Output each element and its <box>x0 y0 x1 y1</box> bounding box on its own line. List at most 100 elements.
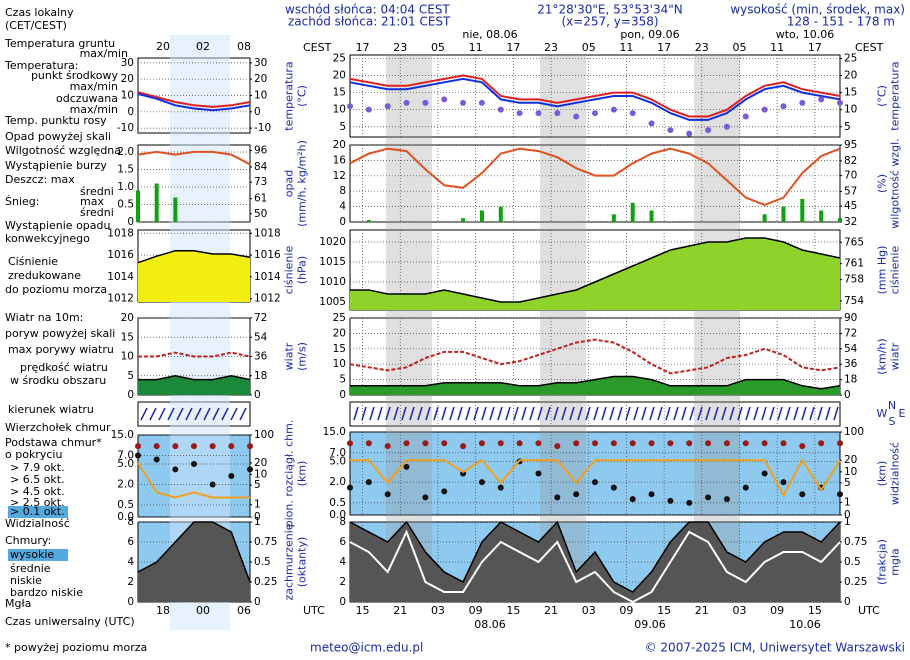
legend-label: Opad powyżej skali <box>5 130 111 143</box>
dot <box>780 479 787 486</box>
dot <box>799 443 806 450</box>
legend-label: > 7.9 okt. <box>10 461 65 474</box>
tick-label: 72 <box>844 327 857 339</box>
bottom-day: 09.06 <box>634 618 666 631</box>
dot <box>799 99 806 106</box>
dot <box>478 99 485 106</box>
dot <box>837 99 843 106</box>
legend-label: średni <box>80 185 114 198</box>
tick-label: 7.0 <box>117 450 134 462</box>
bar <box>838 218 842 222</box>
legend-label: do poziomu morza <box>5 283 107 296</box>
tick-label: 25 <box>844 52 857 64</box>
tick-label: 16 <box>333 154 347 166</box>
series-line <box>349 74 841 118</box>
wind-arrow <box>212 407 220 421</box>
legend-label: > 2.5 okt. <box>10 496 65 509</box>
tick-label: 10 <box>844 466 857 478</box>
series-line <box>350 458 841 498</box>
legend-label: max/min <box>80 47 128 60</box>
compass: W <box>877 407 888 420</box>
axis-label: (mm/h, kg/m²h) <box>296 140 309 227</box>
tick-label: 4 <box>339 556 346 568</box>
tick-label: 10 <box>333 358 346 370</box>
tick-label: 0 <box>127 216 134 228</box>
legend-label: prędkość wiatru <box>20 361 108 374</box>
legend-label: > 0.1 okt. <box>10 505 65 518</box>
axis-label: wiatr <box>283 342 296 370</box>
wind-arrow <box>777 406 783 421</box>
dot <box>384 443 391 450</box>
wind-arrow <box>385 406 391 421</box>
dot <box>497 484 504 491</box>
dot <box>535 470 542 477</box>
tick-label: 0.5 <box>117 199 134 211</box>
axis-label: ciśnienie <box>889 246 902 295</box>
dot <box>592 479 598 486</box>
dot <box>780 440 787 447</box>
tick-label: 6 <box>339 536 346 548</box>
dot <box>573 113 580 120</box>
wind-arrow <box>633 406 639 421</box>
tick-label: 5 <box>339 121 346 133</box>
top-day: pon, 09.06 <box>620 28 679 41</box>
wind-arrow <box>577 406 583 421</box>
bar <box>781 206 786 222</box>
dot <box>441 488 448 495</box>
tick-label: 0 <box>844 509 851 521</box>
series-line <box>138 375 251 381</box>
tick-label: 82 <box>844 155 857 167</box>
dot <box>441 440 448 447</box>
dot <box>535 110 542 117</box>
dot <box>686 440 693 447</box>
side-top-hour: 02 <box>196 40 210 53</box>
tick-label: 754 <box>844 295 864 307</box>
bottom-hour: 15 <box>506 604 520 617</box>
tick-label: 5 <box>254 479 261 491</box>
sunrise: wschód słońca: 04:04 CEST <box>285 3 450 17</box>
wind-arrow <box>705 406 711 421</box>
wind-arrow <box>369 406 375 421</box>
dot <box>705 440 712 447</box>
tick-label: 57 <box>844 185 857 197</box>
tick-label: 1018 <box>107 227 134 239</box>
wind-arrow <box>457 406 463 421</box>
wind-arrow <box>473 406 479 421</box>
dot <box>592 110 598 117</box>
wind-arrow <box>377 406 383 421</box>
dot <box>573 491 580 498</box>
wind-arrow <box>745 406 751 421</box>
tick-label: 18 <box>254 370 267 382</box>
tick-label: 0 <box>339 596 346 608</box>
tick-label: 2 <box>339 576 346 588</box>
wind-arrow <box>521 406 527 421</box>
tick-label: 5 <box>127 370 134 382</box>
tick-label: 5 <box>844 477 851 489</box>
dot <box>742 113 749 120</box>
wind-arrow <box>713 406 719 421</box>
panel <box>349 401 841 427</box>
tick-label: 25 <box>333 312 346 324</box>
legend-label: Chmury: <box>5 534 51 547</box>
panel <box>349 144 841 223</box>
tick-label: 761 <box>844 258 864 270</box>
compass: E <box>899 407 906 420</box>
legend-label: Wystąpienie burzy <box>5 159 107 172</box>
tick-label: 758 <box>844 274 864 286</box>
dot <box>610 484 617 491</box>
wind-arrow <box>361 406 367 421</box>
legend-bg <box>8 506 68 518</box>
elevation: 128 - 151 - 178 m <box>787 15 895 29</box>
series-line <box>349 529 841 604</box>
axis-label: temperatura <box>889 61 902 130</box>
bottom-hour: 15 <box>808 604 822 617</box>
tick-label: 12 <box>333 170 346 182</box>
tick-label: 32 <box>844 216 857 228</box>
dot <box>403 99 410 106</box>
dot <box>365 440 372 447</box>
tick-label: 0.5 <box>844 556 861 568</box>
dot <box>478 479 485 486</box>
dot <box>460 99 467 106</box>
night-band <box>386 55 432 602</box>
series-line <box>137 92 251 112</box>
